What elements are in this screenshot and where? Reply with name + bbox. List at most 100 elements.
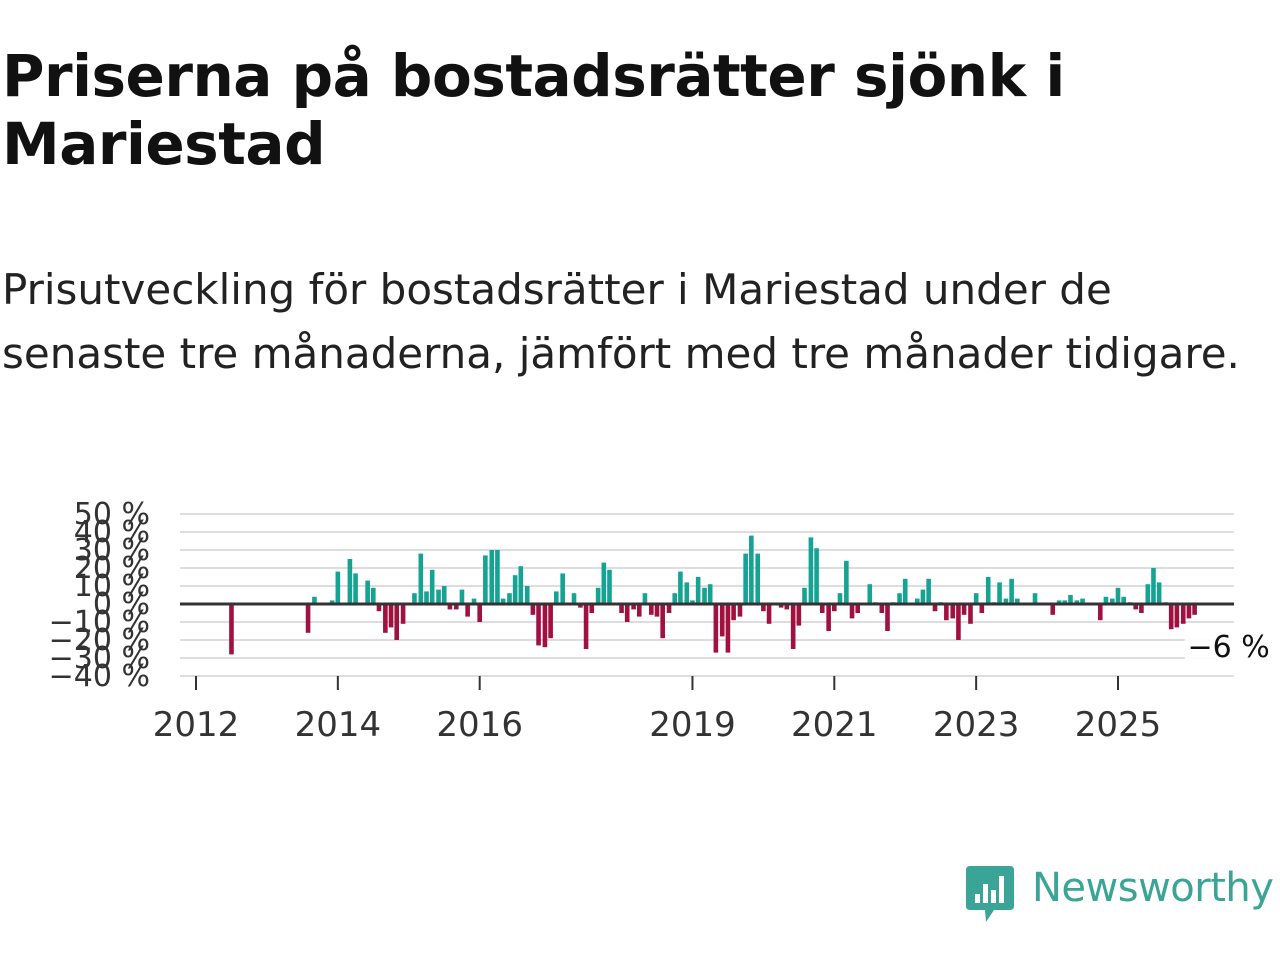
logo-speech-bubble-shape	[966, 866, 1014, 922]
x-axis-ticks: 2012 2014 2016 2019 2021 2023 2025	[153, 676, 1162, 745]
chart-bar	[808, 537, 814, 604]
x-tick-label: 2016	[436, 705, 523, 745]
chart-bar	[329, 600, 335, 604]
x-tick-label: 2023	[933, 705, 1020, 745]
chart-bar	[1056, 600, 1062, 604]
chart-bar	[666, 604, 672, 613]
chart-bar	[713, 604, 719, 653]
y-tick-label: 10 %	[74, 569, 150, 604]
chart-bar	[631, 604, 636, 610]
chart-bar	[335, 571, 341, 604]
chart-bar	[595, 587, 601, 604]
chart-bar	[1074, 600, 1080, 604]
logo-bar-4	[999, 876, 1004, 903]
chart-bar	[897, 593, 902, 604]
chart-bar	[1014, 598, 1020, 604]
chart-bar	[394, 604, 400, 640]
y-tick-label: −10 %	[49, 605, 150, 640]
chart-bar	[1080, 598, 1085, 604]
chart-bar	[997, 582, 1002, 604]
chart-bar	[649, 604, 654, 615]
chart-bar	[489, 550, 495, 604]
chart-bar	[642, 593, 648, 604]
chart-bar	[855, 604, 861, 613]
chart-bar	[459, 589, 465, 604]
logo-bar-3	[991, 890, 996, 903]
y-tick-label: −20 %	[49, 623, 150, 658]
chart-bar	[973, 593, 979, 604]
x-tick-label: 2021	[791, 705, 878, 745]
chart-bar	[719, 604, 725, 637]
chart-bar	[914, 598, 920, 604]
y-tick-label: 30 %	[74, 533, 150, 568]
chart-bar	[229, 604, 234, 655]
chart-bar	[1174, 604, 1180, 628]
chart-bar	[660, 604, 665, 639]
chart-bar	[601, 562, 607, 604]
chart-bar	[365, 580, 370, 604]
chart-bar	[766, 604, 772, 624]
chart-bar	[702, 587, 707, 604]
chart-bar	[578, 604, 583, 608]
chart-bar	[885, 604, 890, 631]
y-tick-label: 20 %	[74, 551, 150, 586]
chart-bar	[690, 600, 695, 604]
chart-bar	[1009, 578, 1014, 604]
chart-bar	[1110, 598, 1115, 604]
chart-bar	[678, 571, 683, 604]
chart-bar	[571, 593, 577, 604]
chart-bar	[802, 587, 807, 604]
chart-bar	[607, 569, 612, 604]
chart-bar	[784, 604, 790, 610]
chart-bar	[1121, 596, 1126, 604]
logo-bar-1	[975, 894, 980, 903]
chart-bar	[737, 604, 743, 617]
y-axis-tick-labels: 50 %40 %30 %20 %10 %0 %−10 %−20 %−30 %−4…	[49, 497, 150, 694]
chart-bar	[418, 553, 424, 604]
chart-bar	[548, 604, 553, 639]
chart-bar	[902, 578, 908, 604]
y-tick-label: −40 %	[49, 659, 150, 694]
chart-bar	[371, 587, 376, 604]
chart-bar	[500, 598, 506, 604]
chart-bar	[837, 593, 843, 604]
chart-bar	[832, 604, 837, 612]
chart-bar	[926, 578, 931, 604]
chart-bar	[1186, 604, 1192, 619]
chart-bar	[968, 604, 973, 624]
chart-bar	[424, 591, 429, 604]
chart-bar	[956, 604, 961, 640]
y-tick-label: 50 %	[74, 497, 150, 532]
chart-bar	[589, 604, 595, 613]
x-tick-label: 2012	[153, 705, 240, 745]
chart-bar	[619, 604, 624, 613]
newsworthy-logo-icon	[966, 866, 1014, 922]
chart-bar	[749, 535, 754, 604]
chart-bar	[1151, 568, 1156, 604]
chart-bar	[684, 582, 690, 604]
chart-bar	[1192, 604, 1197, 615]
chart-bar	[453, 604, 459, 610]
chart-bar	[636, 604, 642, 617]
chart-bar	[1139, 604, 1144, 613]
chart-bar	[436, 589, 441, 604]
logo-bar-2	[983, 884, 988, 903]
chart-bar	[471, 598, 477, 604]
chart-bar	[932, 604, 938, 612]
chart-bar	[743, 553, 748, 604]
chart-bar	[1180, 604, 1186, 624]
chart-bar	[849, 604, 855, 619]
chart-bar	[524, 586, 530, 604]
price-change-chart: 50 %40 %30 %20 %10 %0 %−10 %−20 %−30 %−4…	[49, 497, 1273, 745]
annotation-background	[1184, 628, 1273, 669]
chart-bar	[353, 573, 358, 604]
chart-bar	[796, 604, 802, 626]
x-tick-label: 2025	[1075, 705, 1162, 745]
chart-bar	[542, 604, 548, 648]
chart-bar	[583, 604, 589, 649]
chart-bar	[819, 604, 825, 613]
chart-bar	[725, 604, 731, 653]
chart-bar	[961, 604, 967, 615]
chart-bar	[429, 569, 435, 604]
chart-bar	[412, 593, 417, 604]
